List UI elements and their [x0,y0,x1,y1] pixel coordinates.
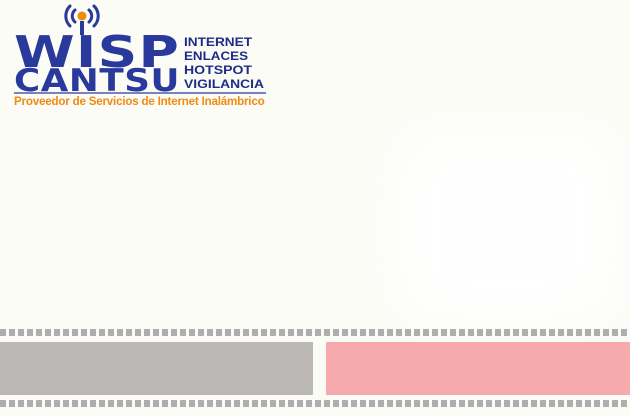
logo-service-enlaces: ENLACES [184,51,248,63]
background-glow [395,128,620,323]
left-panel [0,342,313,395]
logo-service-internet: INTERNET [184,37,252,49]
logo-name-top: WISP [14,27,180,78]
logo: WISP CANTSU INTERNET ENLACES HOTSPOT VIG… [0,0,290,115]
dotted-divider-bottom [0,400,630,407]
dotted-divider-top [0,329,630,336]
logo-tagline: Proveedor de Servicios de Internet Inalá… [14,95,265,108]
logo-graphic: WISP CANTSU INTERNET ENLACES HOTSPOT VIG… [14,4,266,99]
right-panel [326,342,630,395]
logo-service-vigilancia: VIGILANCIA [184,79,264,91]
logo-service-hotspot: HOTSPOT [184,65,252,77]
wifi-antenna-icon [64,4,100,35]
